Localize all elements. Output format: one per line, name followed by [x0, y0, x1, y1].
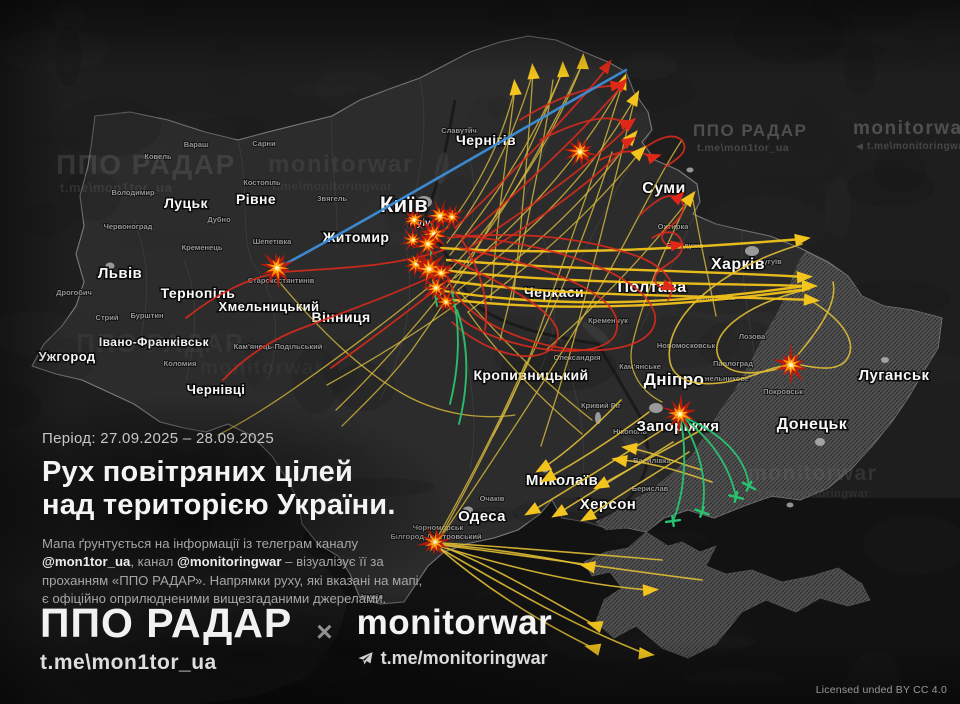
town-label: Вараш — [184, 140, 209, 149]
explosion-core — [414, 262, 418, 266]
explosion-core — [434, 286, 438, 290]
city-label: Київ — [380, 192, 428, 217]
watermark-monitorwar-url: t.me\monitoringwar — [758, 488, 869, 500]
city-label: Хмельницький — [219, 299, 320, 314]
town-label: Покровськ — [763, 387, 803, 396]
city-label: Херсон — [580, 496, 636, 513]
map-noise — [899, 467, 951, 491]
description: Мапа ґрунтується на інформації із телегр… — [42, 535, 423, 606]
ppo-radar-url: t.me\mon1tor_ua — [40, 651, 217, 674]
explosion-core — [275, 266, 279, 270]
explosion-core — [678, 412, 682, 416]
explosion-core — [450, 215, 454, 219]
ppo-radar-title: ППО РАДАР — [40, 600, 293, 646]
watermark-monitorwar: monitorwar — [200, 357, 324, 379]
footer-logos: ППО РАДАР t.me\mon1tor_ua × monitorwar t… — [40, 603, 552, 675]
map-noise — [825, 177, 851, 239]
city-blob — [815, 438, 825, 446]
town-label: Новомосковськ — [657, 341, 716, 350]
monitorwar-url: t.me/monitoringwar — [380, 648, 548, 668]
map-noise — [208, 38, 246, 96]
city-blob — [881, 357, 889, 363]
town-label: Лозова — [739, 332, 766, 341]
map-noise — [645, 667, 669, 679]
town-label: Кременчук — [588, 316, 628, 325]
map-noise — [48, 95, 142, 155]
town-label: Кам'янець-Подільський — [234, 342, 323, 351]
telegram-icon — [358, 652, 373, 665]
town-label: Кременець — [182, 243, 223, 252]
explosion-core — [789, 363, 793, 367]
city-label: Луганськ — [859, 367, 930, 384]
city-label: Луцьк — [164, 195, 208, 211]
explosion-core — [427, 267, 431, 271]
map-title-line1: Рух повітряних цілей — [42, 456, 353, 488]
town-label: Бурштин — [130, 311, 163, 320]
explosion-core — [426, 242, 430, 246]
explosion-core — [438, 214, 442, 218]
map-noise — [314, 69, 390, 109]
watermark-ppo-radar: ППО РАДАР — [56, 149, 236, 180]
map-noise — [604, 673, 624, 691]
watermark-monitorwar: monitorwar — [268, 151, 414, 178]
town-label: Червоноград — [104, 222, 153, 231]
map-noise — [0, 30, 109, 72]
explosion-core — [444, 300, 448, 304]
map-noise — [381, 245, 399, 259]
map-noise — [844, 47, 876, 95]
explosion-core — [578, 150, 582, 154]
city-label: Миколаїв — [526, 472, 598, 489]
explosion-core — [412, 218, 416, 222]
watermark-monitorwar: monitorwar — [748, 462, 877, 485]
city-label: Вінниця — [311, 309, 370, 325]
explosion-core — [433, 540, 437, 544]
ppo-radar-logo: ППО РАДАР t.me\mon1tor_ua — [40, 603, 292, 675]
map-title-line2: над територією України. — [42, 488, 396, 521]
town-label: Дрогобич — [56, 288, 92, 297]
watermark-monitorwar-url: t.me\monitoringwar — [272, 179, 392, 193]
city-label: Чернівці — [187, 382, 246, 397]
watermark-monitorwar: monitorwar — [853, 118, 960, 139]
city-label: Кропивницький — [473, 367, 588, 383]
explosion-core — [439, 271, 443, 275]
town-label: Стрий — [96, 313, 119, 322]
city-blob — [686, 167, 694, 173]
monitorwar-title: monitorwar — [356, 603, 553, 642]
watermark-ppo-url: t.me\mon1tor_ua — [697, 142, 789, 154]
watermark-ppo-radar: ППО РАДАР — [76, 328, 244, 358]
info-panel: Період: 27.09.2025 – 28.09.2025 Рух пові… — [42, 430, 422, 608]
city-label: Львів — [98, 265, 142, 282]
license-note: Licensed unded BY CC 4.0 — [815, 684, 947, 696]
explosion-core — [411, 238, 415, 242]
monitorwar-url-row: t.me/monitoringwar — [357, 648, 553, 669]
telegram-icon: ◀ — [856, 141, 863, 151]
town-label: Дубно — [207, 215, 231, 224]
city-blob — [745, 246, 759, 256]
town-label: Павлоград — [713, 359, 753, 368]
watermark-ppo-radar: ППО РАДАР — [693, 121, 807, 140]
cross-separator: × — [316, 616, 333, 647]
town-label: Очаків — [480, 494, 505, 503]
map-noise — [522, 512, 574, 574]
town-label: Звягель — [317, 194, 348, 203]
city-blob — [649, 403, 663, 413]
town-label: Сарни — [252, 139, 276, 148]
map-noise — [488, 6, 554, 28]
map-noise — [620, 52, 676, 80]
map-noise — [683, 670, 787, 686]
map-noise — [847, 167, 935, 207]
map-noise — [909, 27, 933, 67]
city-label: Дніпро — [644, 370, 705, 389]
city-label: Рівне — [236, 191, 276, 207]
city-label: Донецьк — [777, 416, 848, 433]
city-blob — [786, 502, 794, 508]
period-label: Період: 27.09.2025 – 28.09.2025 — [42, 430, 275, 447]
town-label: Коломия — [164, 359, 197, 368]
town-label: Шепетівка — [253, 237, 292, 246]
map-noise — [55, 26, 81, 86]
watermark-monitorwar-url: t.me\monitoringwar — [867, 141, 960, 152]
monitorwar-logo: monitorwar t.me/monitoringwar — [357, 603, 553, 669]
city-label: Одеса — [458, 508, 506, 525]
watermark-ppo-url: t.me\mon1tor_ua — [60, 180, 173, 195]
